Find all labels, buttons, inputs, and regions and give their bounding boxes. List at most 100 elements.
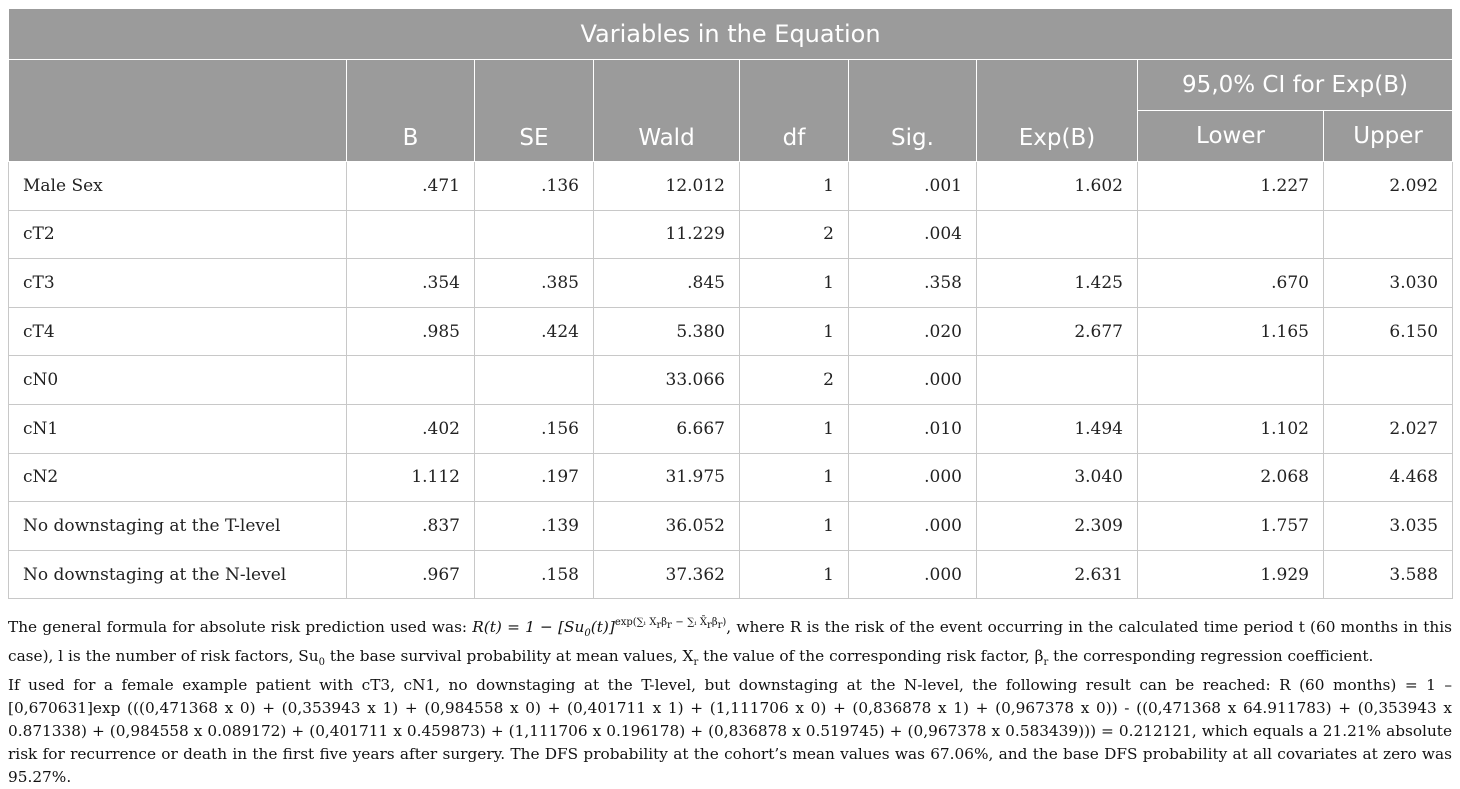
header-sig: Sig. — [848, 59, 977, 162]
row-label: cT3 — [8, 258, 347, 308]
cell-expb: 1.425 — [976, 258, 1138, 308]
cell-expb: 2.677 — [976, 306, 1138, 357]
cell-df: 1 — [739, 501, 849, 551]
cell-se: .385 — [474, 258, 594, 308]
cell-lower: 1.757 — [1137, 501, 1324, 551]
cell-df: 1 — [739, 161, 849, 211]
cell-sig: .004 — [848, 209, 977, 260]
table-row: No downstaging at the N-level .967.158 37.… — [8, 549, 1454, 600]
cell-lower: 1.929 — [1137, 549, 1324, 600]
variables-table: Variables in the Equation B SE Wald df S… — [7, 8, 1454, 600]
cell-b — [346, 355, 475, 405]
cell-expb: 2.309 — [976, 501, 1138, 551]
cell-upper: 2.092 — [1322, 161, 1454, 211]
table-row: No downstaging at the T-level .837.139 36.… — [8, 501, 1454, 551]
table-row: cT2 11.229 2.004 — [8, 209, 1454, 260]
header-lower: Lower — [1137, 110, 1324, 162]
cell-se: .136 — [474, 161, 594, 211]
cell-upper: 3.588 — [1322, 549, 1454, 600]
cell-sig: .010 — [848, 403, 977, 454]
cell-upper: 3.035 — [1322, 501, 1454, 551]
header-se: SE — [474, 59, 594, 162]
cell-wald: 11.229 — [593, 209, 740, 260]
row-label: cT2 — [8, 209, 347, 260]
table-row: Male Sex .471.136 12.012 1.001 1.602 1.227 2.0… — [8, 161, 1454, 211]
footnote-example: If used for a female example patient wit… — [8, 676, 1452, 787]
header-b: B — [346, 59, 475, 162]
cell-lower: 1.102 — [1137, 403, 1324, 454]
cell-b: .985 — [346, 306, 475, 357]
row-label: cT4 — [8, 306, 347, 357]
table-row: cN0 33.066 2.000 — [8, 355, 1454, 405]
header-variable — [8, 59, 347, 162]
cell-expb: 3.040 — [976, 452, 1138, 503]
cell-sig: .001 — [848, 161, 977, 211]
cell-sig: .000 — [848, 355, 977, 405]
cell-wald: 36.052 — [593, 501, 740, 551]
cell-expb: 2.631 — [976, 549, 1138, 600]
cell-wald: 6.667 — [593, 403, 740, 454]
cell-se: .158 — [474, 549, 594, 600]
row-label: No downstaging at the T-level — [8, 501, 347, 551]
cell-se — [474, 355, 594, 405]
cell-wald: 5.380 — [593, 306, 740, 357]
cell-wald: 12.012 — [593, 161, 740, 211]
cell-upper: 2.027 — [1322, 403, 1454, 454]
cell-upper: 4.468 — [1322, 452, 1454, 503]
footnote-formula: The general formula for absolute risk pr… — [8, 617, 1452, 669]
document: Variables in the Equation B SE Wald df S… — [7, 8, 1454, 789]
cell-df: 2 — [739, 209, 849, 260]
row-label: Male Sex — [8, 161, 347, 211]
cell-sig: .000 — [848, 549, 977, 600]
cell-sig: .020 — [848, 306, 977, 357]
row-label: cN1 — [8, 403, 347, 454]
header-df: df — [739, 59, 849, 162]
cell-b: .967 — [346, 549, 475, 600]
row-label: cN2 — [8, 452, 347, 503]
table-body: Male Sex .471.136 12.012 1.001 1.602 1.227 2.0… — [8, 161, 1454, 600]
cell-b: 1.112 — [346, 452, 475, 503]
cell-upper: 3.030 — [1322, 258, 1454, 308]
cell-wald: 37.362 — [593, 549, 740, 600]
risk-formula: R(t) = 1 − [Su0(t)]exp(∑ᵢ Xrβr − ∑ᵢ X̄rβ… — [472, 617, 727, 640]
cell-lower — [1137, 209, 1324, 260]
cell-b: .354 — [346, 258, 475, 308]
table-row: cN2 1.112.197 31.975 1.000 3.040 2.068 4.468 — [8, 452, 1454, 503]
cell-expb: 1.602 — [976, 161, 1138, 211]
cell-b — [346, 209, 475, 260]
header-wald: Wald — [593, 59, 740, 162]
cell-df: 1 — [739, 306, 849, 357]
cell-df: 1 — [739, 549, 849, 600]
cell-upper — [1322, 209, 1454, 260]
row-label: No downstaging at the N-level — [8, 549, 347, 600]
cell-sig: .358 — [848, 258, 977, 308]
cell-se: .156 — [474, 403, 594, 454]
cell-wald: 33.066 — [593, 355, 740, 405]
header-ci-group: 95,0% CI for Exp(B) — [1136, 59, 1454, 111]
cell-wald: .845 — [593, 258, 740, 308]
cell-b: .837 — [346, 501, 475, 551]
cell-upper: 6.150 — [1322, 306, 1454, 357]
cell-lower — [1137, 355, 1324, 405]
cell-b: .402 — [346, 403, 475, 454]
row-label: cN0 — [8, 355, 347, 405]
table-row: cN1.402.156 6.667 1.010 1.494 1.102 2.027 — [8, 403, 1454, 454]
cell-expb — [976, 355, 1138, 405]
table-footnotes: The general formula for absolute risk pr… — [8, 611, 1452, 789]
header-upper: Upper — [1322, 110, 1454, 162]
cell-lower: 1.165 — [1137, 306, 1324, 357]
cell-sig: .000 — [848, 501, 977, 551]
cell-lower: .670 — [1137, 258, 1324, 308]
table-row: cT4.985.424 5.380 1.020 2.677 1.165 6.150 — [8, 306, 1454, 357]
cell-lower: 1.227 — [1137, 161, 1324, 211]
cell-df: 1 — [739, 403, 849, 454]
table-title: Variables in the Equation — [7, 8, 1454, 60]
cell-df: 1 — [739, 258, 849, 308]
cell-se — [474, 209, 594, 260]
cell-se: .424 — [474, 306, 594, 357]
cell-b: .471 — [346, 161, 475, 211]
cell-expb: 1.494 — [976, 403, 1138, 454]
cell-df: 1 — [739, 452, 849, 503]
cell-lower: 2.068 — [1137, 452, 1324, 503]
cell-sig: .000 — [848, 452, 977, 503]
